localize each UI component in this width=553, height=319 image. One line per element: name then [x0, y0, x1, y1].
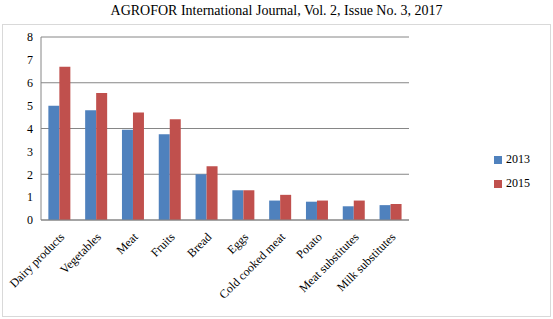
svg-text:Meat: Meat — [113, 229, 141, 257]
svg-text:8: 8 — [27, 30, 33, 44]
svg-text:0: 0 — [27, 213, 33, 227]
svg-text:Bread: Bread — [184, 230, 214, 260]
svg-text:4: 4 — [27, 122, 33, 136]
svg-text:3: 3 — [27, 145, 33, 159]
svg-text:Cold cooked meat: Cold cooked meat — [216, 229, 288, 301]
svg-text:7: 7 — [27, 53, 33, 67]
svg-text:Eggs: Eggs — [224, 230, 251, 257]
svg-text:Dairy products: Dairy products — [8, 230, 67, 291]
svg-text:2: 2 — [27, 168, 33, 182]
svg-text:6: 6 — [27, 76, 33, 90]
html-text:AGROFOR International Journal,: AGROFOR International Journal, Vol. 2, I… — [110, 3, 443, 18]
html-text:2013: 2013 — [506, 151, 530, 166]
svg-text:Fruits: Fruits — [148, 230, 178, 260]
svg-text:Meat substitutes: Meat substitutes — [296, 229, 362, 296]
html-text:2015: 2015 — [506, 175, 530, 190]
svg-text:5: 5 — [27, 99, 33, 113]
svg-text:1: 1 — [27, 190, 33, 204]
svg-text:Milk substitutes: Milk substitutes — [334, 230, 399, 295]
svg-text:Potato: Potato — [293, 230, 325, 262]
svg-text:Vegetables: Vegetables — [57, 230, 104, 277]
